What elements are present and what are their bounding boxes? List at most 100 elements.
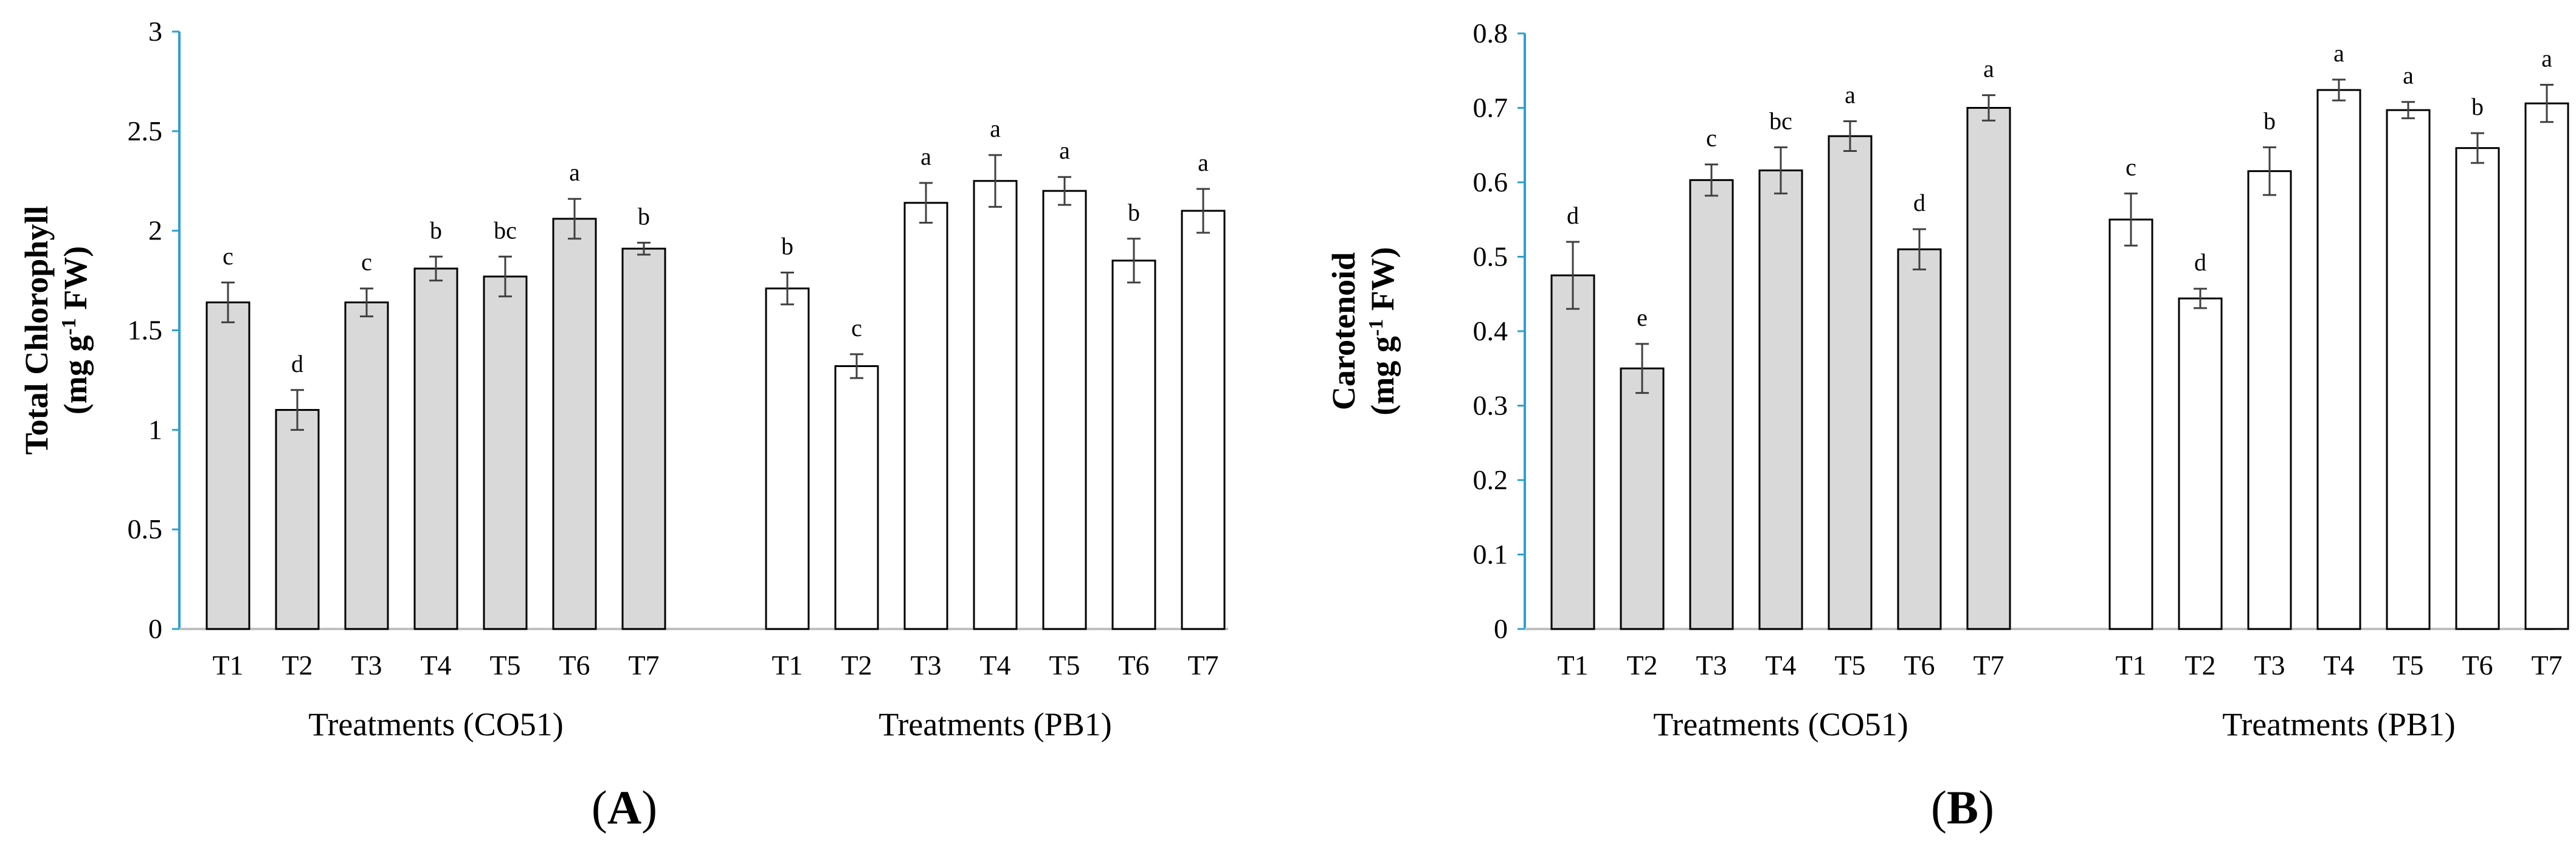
panel-label-open-paren: ( xyxy=(1931,781,1947,834)
significance-letter: b xyxy=(638,202,650,230)
bar xyxy=(2455,147,2500,630)
significance-letter: b xyxy=(2263,107,2276,134)
bar xyxy=(973,180,1018,630)
y-tick-label: 2.5 xyxy=(128,115,163,146)
panel-label-open-paren: ( xyxy=(592,781,607,834)
significance-letter: d xyxy=(2194,249,2206,276)
bar xyxy=(1111,259,1156,630)
bar xyxy=(1181,210,1226,630)
significance-letter: bc xyxy=(494,216,517,244)
bar xyxy=(552,218,597,630)
bar xyxy=(1758,169,1803,630)
y-tick-label: 1 xyxy=(148,414,162,445)
chart-a-svg: 0 0.5 1 1.5 2 2.5 3 Total Chlorophyll (mg g-1 FW… xyxy=(18,16,1228,834)
bar xyxy=(2247,170,2292,630)
bar xyxy=(2178,297,2223,630)
x-tick-label: T2 xyxy=(841,650,872,681)
x-tick-label: T4 xyxy=(979,650,1010,681)
x-tick-label: T6 xyxy=(1118,650,1149,681)
bar xyxy=(1550,274,1595,630)
bar xyxy=(483,275,528,630)
x-tick-label: T1 xyxy=(212,650,243,681)
bar xyxy=(834,365,879,630)
x-tick-label: T7 xyxy=(1973,650,2004,681)
panel-label-close-paren: ) xyxy=(641,781,657,834)
x-tick-label: T7 xyxy=(1187,650,1218,681)
significance-letter: d xyxy=(291,350,303,377)
significance-letter: b xyxy=(2471,93,2484,120)
x-tick-label: T4 xyxy=(2323,650,2354,681)
y-tick-label: 1.5 xyxy=(128,315,163,346)
y-axis-title-unit: (mg g xyxy=(57,335,94,414)
y-tick-label: 2 xyxy=(148,215,162,246)
bar xyxy=(2386,109,2431,630)
bar xyxy=(413,267,458,630)
significance-letter: c xyxy=(851,314,862,342)
panel-label-letter: B xyxy=(1947,781,1978,834)
x-tick-label: T3 xyxy=(1696,650,1727,681)
significance-letter: c xyxy=(2125,153,2136,180)
x-tick-label: T6 xyxy=(559,650,590,681)
y-tick-label: 0.4 xyxy=(1473,315,1508,346)
significance-letter: a xyxy=(2541,45,2552,72)
significance-letter: a xyxy=(990,115,1001,142)
y-tick-label: 0 xyxy=(148,613,162,644)
y-tick-label: 0.2 xyxy=(1473,464,1508,495)
y-tick-label: 0.7 xyxy=(1473,92,1508,123)
y-axis-title-unit-end: FW) xyxy=(1364,247,1401,318)
y-axis-title-line2: (mg g-1 FW) xyxy=(1364,247,1401,415)
x-tick-label: T3 xyxy=(2254,650,2285,681)
y-tick-label: 0.8 xyxy=(1473,18,1508,49)
x-tick-label: T2 xyxy=(281,650,313,681)
y-axis-title-superscript: -1 xyxy=(58,318,80,335)
y-tick-label: 0.5 xyxy=(128,514,163,545)
significance-letter: a xyxy=(569,159,580,186)
y-tick-label: 0 xyxy=(1494,613,1508,644)
y-axis-title-line2: (mg g-1 FW) xyxy=(57,246,94,414)
x-tick-label: T5 xyxy=(489,650,520,681)
significance-letter: bc xyxy=(1769,107,1792,134)
bar xyxy=(275,409,320,630)
x-tick-label: T4 xyxy=(420,650,451,681)
bar xyxy=(1897,248,1942,630)
y-axis-title-unit: (mg g xyxy=(1364,336,1401,415)
panel-label: (B) xyxy=(1931,781,1994,834)
x-tick-label: T6 xyxy=(1904,650,1935,681)
x-tick-label: T6 xyxy=(2462,650,2493,681)
y-tick-label: 0.5 xyxy=(1473,241,1508,272)
x-tick-label: T5 xyxy=(1834,650,1865,681)
chart-panel-a: 0 0.5 1 1.5 2 2.5 3 Total Chlorophyll (mg g-1 FW… xyxy=(0,0,1288,849)
significance-letter: a xyxy=(2403,62,2414,89)
y-axis-title-unit-end: FW) xyxy=(57,246,94,318)
y-tick-label: 3 xyxy=(148,16,162,47)
x-group-label: Treatments (PB1) xyxy=(2222,706,2456,743)
bar xyxy=(1620,367,1665,630)
significance-letter: a xyxy=(920,143,931,170)
bar xyxy=(1042,190,1087,630)
chart-panel-b: 0 0.1 0.2 0.3 0.4 0.5 0.6 0.7 0.8 Carotenoid (mg g… xyxy=(1295,0,2576,849)
x-group-label: Treatments (CO51) xyxy=(308,706,563,743)
y-axis-title-superscript: -1 xyxy=(1365,319,1387,336)
bar xyxy=(1966,107,2011,630)
significance-letter: b xyxy=(1128,199,1140,226)
significance-letter: a xyxy=(2333,40,2344,67)
x-tick-label: T1 xyxy=(1557,650,1588,681)
x-tick-label: T3 xyxy=(910,650,941,681)
bar xyxy=(621,247,666,630)
panel-label-close-paren: ) xyxy=(1978,781,1994,834)
bar xyxy=(205,301,250,630)
bar xyxy=(2108,218,2153,630)
significance-letter: a xyxy=(1983,55,1994,83)
significance-letter: c xyxy=(361,249,372,276)
y-tick-label: 0.3 xyxy=(1473,390,1508,421)
significance-letter: a xyxy=(1198,149,1209,176)
y-axis-title-line1: Carotenoid xyxy=(1325,252,1362,410)
bar xyxy=(2524,102,2569,630)
significance-letter: b xyxy=(781,232,793,259)
significance-letter: a xyxy=(1059,137,1070,164)
significance-letter: c xyxy=(1706,125,1717,152)
significance-letter: b xyxy=(430,216,442,244)
x-tick-label: T5 xyxy=(2392,650,2423,681)
bar xyxy=(2316,89,2361,630)
x-tick-label: T7 xyxy=(628,650,659,681)
